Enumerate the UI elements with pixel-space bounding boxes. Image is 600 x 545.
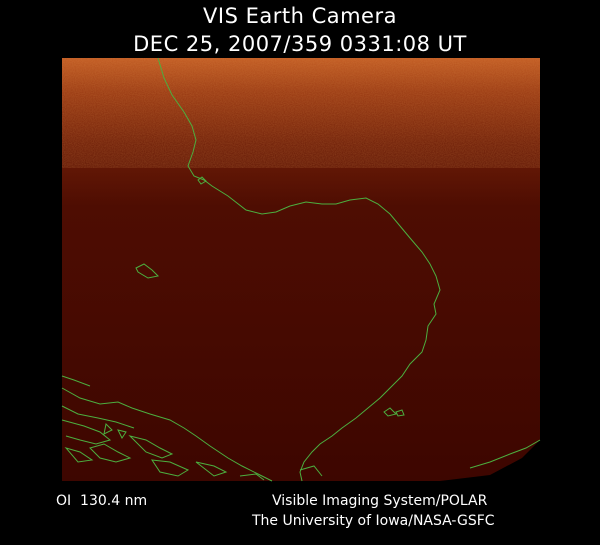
earth-disk (62, 58, 540, 481)
institution-credit: The University of Iowa/NASA-GSFC (252, 513, 495, 529)
coastline-overlay (61, 57, 541, 482)
image-title: VIS Earth Camera (203, 4, 397, 28)
wavelength-band-label: OI 130.4 nm (56, 493, 148, 509)
image-timestamp: DEC 25, 2007/359 0331:08 UT (133, 32, 467, 56)
instrument-credit: Visible Imaging System/POLAR (272, 493, 488, 509)
